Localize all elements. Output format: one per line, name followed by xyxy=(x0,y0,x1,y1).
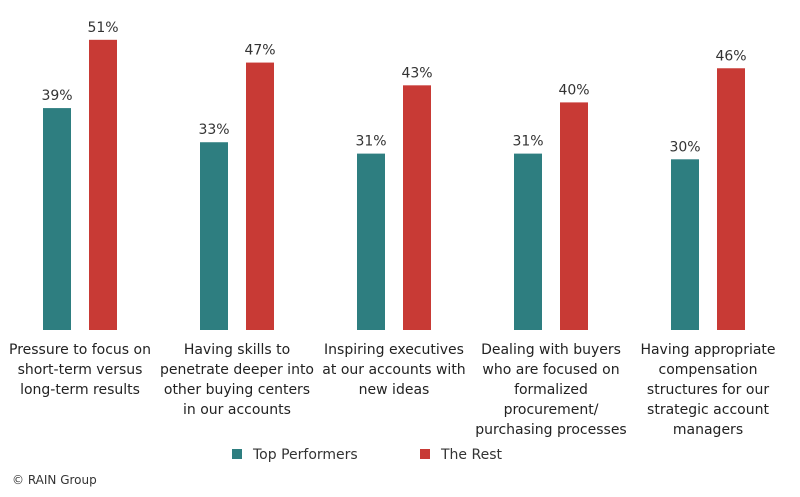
value-label: 33% xyxy=(198,122,229,138)
bar xyxy=(671,159,699,330)
value-label: 40% xyxy=(558,82,589,98)
legend-label: Top Performers xyxy=(252,447,358,463)
value-label: 47% xyxy=(244,43,275,59)
x-tick-label: Having appropriate compensation structur… xyxy=(640,342,776,438)
x-tick-label: Having skills to penetrate deeper into o… xyxy=(160,342,314,418)
bar xyxy=(200,142,228,330)
value-label: 31% xyxy=(355,134,386,150)
bar xyxy=(514,153,542,330)
legend-label: The Rest xyxy=(440,447,502,463)
legend-swatch xyxy=(232,449,242,459)
value-label: 31% xyxy=(512,134,543,150)
value-label: 46% xyxy=(715,48,746,64)
value-label: 30% xyxy=(669,139,700,155)
x-tick-label: Inspiring executives at our accounts wit… xyxy=(322,342,466,398)
bar xyxy=(717,68,745,330)
value-label: 43% xyxy=(401,65,432,81)
x-tick-label: Pressure to focus on short-term versus l… xyxy=(9,342,151,398)
bar xyxy=(246,62,274,330)
bar xyxy=(403,85,431,330)
value-label: 51% xyxy=(87,20,118,36)
source: © RAIN Group xyxy=(12,473,97,487)
bar xyxy=(89,39,117,331)
bar xyxy=(43,108,71,330)
bar xyxy=(357,153,385,330)
x-tick-label: Dealing with buyers who are focused on f… xyxy=(475,342,627,438)
bar xyxy=(560,102,588,331)
value-label: 39% xyxy=(41,88,72,104)
legend-swatch xyxy=(420,449,430,459)
